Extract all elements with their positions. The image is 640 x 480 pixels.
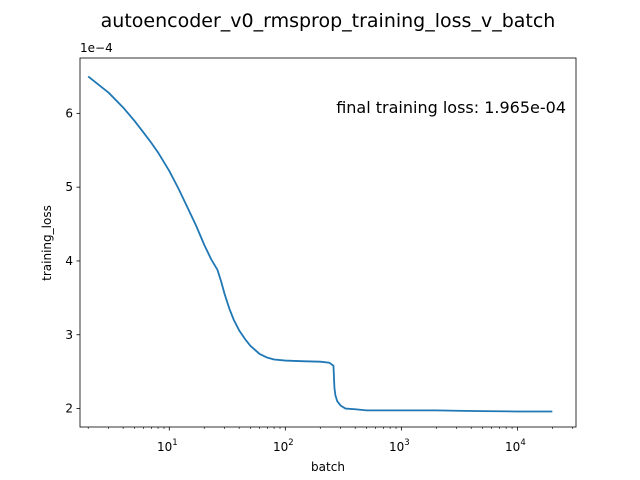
y-tick-label: 2: [65, 402, 73, 416]
y-tick-label: 4: [65, 254, 73, 268]
y-axis-label: training_loss: [40, 205, 54, 281]
x-axis: 101 102 103 104: [87, 427, 574, 454]
x-axis-label: batch: [311, 460, 345, 474]
x-tick-label: 104: [505, 438, 526, 454]
x-tick-label: 103: [389, 438, 410, 454]
x-tick-label: 101: [157, 438, 178, 454]
x-tick-label: 102: [273, 438, 294, 454]
plot-area: [79, 57, 577, 428]
y-tick-label: 3: [65, 328, 73, 342]
y-offset-label: 1e−4: [80, 41, 113, 55]
annotation: final training loss: 1.965e-04: [336, 98, 566, 117]
y-tick-label: 5: [65, 180, 73, 194]
series-group: [87, 75, 553, 413]
y-tick-label: 6: [65, 106, 73, 120]
series-line: [87, 75, 553, 413]
y-axis: 2 3 4 5 6: [65, 106, 80, 416]
plot-frame: [79, 57, 577, 428]
chart-title: autoencoder_v0_rmsprop_training_loss_v_b…: [101, 10, 556, 32]
